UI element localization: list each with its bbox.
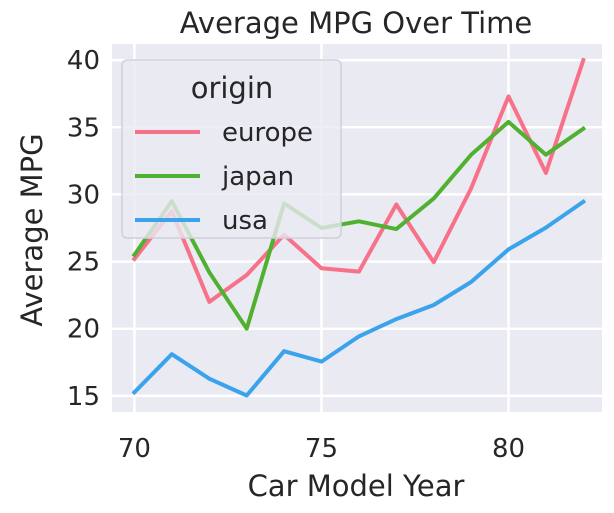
series-line-usa — [131, 199, 587, 398]
legend: origin europe japan usa — [121, 59, 342, 239]
y-tick-label: 15 — [67, 382, 100, 412]
legend-label-usa: usa — [222, 206, 268, 236]
y-tick-label: 20 — [67, 315, 100, 345]
y-tick-label: 35 — [67, 113, 100, 143]
tick-labels: 70 75 80 15 20 25 30 35 40 — [67, 46, 525, 464]
x-axis-title: Car Model Year — [248, 469, 465, 503]
x-tick-label: 70 — [118, 434, 151, 464]
legend-title: origin — [191, 71, 274, 105]
chart-title: Average MPG Over Time — [180, 6, 532, 40]
series-line-japan — [131, 119, 587, 331]
x-tick-label: 80 — [492, 434, 525, 464]
legend-label-japan: japan — [221, 162, 294, 192]
y-tick-label: 30 — [67, 180, 100, 210]
y-tick-label: 25 — [67, 248, 100, 278]
y-axis-title: Average MPG — [15, 133, 49, 326]
legend-box — [121, 59, 342, 239]
series-line-europe — [131, 57, 586, 304]
series-lines — [131, 57, 587, 398]
x-tick-label: 75 — [305, 434, 338, 464]
y-tick-label: 40 — [67, 46, 100, 76]
legend-label-europe: europe — [222, 118, 313, 148]
